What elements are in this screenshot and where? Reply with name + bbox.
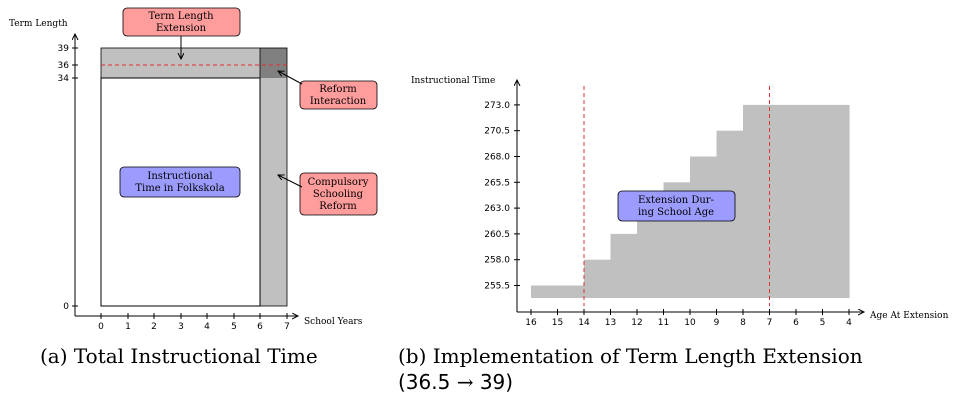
svg-text:Extension Dur-: Extension Dur- bbox=[638, 195, 714, 206]
y-tick: 36 bbox=[58, 61, 70, 71]
svg-text:Time in Folkskola: Time in Folkskola bbox=[135, 183, 224, 194]
y-tick-label: 260.5 bbox=[484, 230, 510, 240]
x-tick: 1 bbox=[125, 322, 131, 332]
term-extension-band bbox=[101, 48, 287, 78]
x-tick-label: 12 bbox=[631, 318, 642, 328]
svg-text:Schooling: Schooling bbox=[313, 189, 364, 200]
svg-text:Reform: Reform bbox=[319, 84, 357, 95]
x-tick: 6 bbox=[257, 322, 263, 332]
y-tick-label: 270.5 bbox=[484, 127, 510, 137]
x-tick: 7 bbox=[284, 322, 290, 332]
step-bar bbox=[584, 259, 612, 298]
svg-text:Compulsory: Compulsory bbox=[308, 177, 369, 188]
x-tick: 4 bbox=[204, 322, 210, 332]
y-tick-label: 258.0 bbox=[484, 256, 510, 266]
step-bar bbox=[796, 104, 824, 299]
caption-b-line2: (36.5 → 39) bbox=[398, 370, 514, 394]
svg-text:ing School Age: ing School Age bbox=[638, 207, 714, 218]
panel-b: 255.5 258.0 260.5 263.0 265.5 268.0 270.5 273.0… bbox=[411, 76, 949, 328]
instructional-time-box: Instructional Time in Folkskola bbox=[119, 166, 241, 198]
step-bar bbox=[557, 285, 585, 298]
step-bar bbox=[637, 208, 665, 298]
x-axis-label: Age At Extension bbox=[869, 311, 949, 321]
x-tick-label: 4 bbox=[846, 318, 852, 328]
x-tick: 2 bbox=[151, 322, 157, 332]
svg-text:Term Length: Term Length bbox=[148, 11, 214, 22]
x-tick-label: 10 bbox=[684, 318, 696, 328]
y-tick: 0 bbox=[63, 302, 69, 312]
x-tick-label: 8 bbox=[740, 318, 746, 328]
x-tick-label: 7 bbox=[767, 318, 773, 328]
step-bar bbox=[822, 104, 850, 299]
x-tick-label: 5 bbox=[820, 318, 826, 328]
x-ticks: 0 1 2 3 4 5 6 7 bbox=[98, 313, 290, 332]
y-ticks: 39 36 34 0 bbox=[58, 44, 78, 312]
step-bar bbox=[690, 156, 718, 298]
x-tick-label: 9 bbox=[714, 318, 720, 328]
y-tick-label: 255.5 bbox=[484, 282, 510, 292]
svg-text:Reform: Reform bbox=[319, 201, 357, 212]
y-tick: 34 bbox=[58, 74, 70, 84]
y-axis-label: Instructional Time bbox=[411, 76, 495, 86]
x-tick-label: 13 bbox=[605, 318, 616, 328]
svg-text:Instructional: Instructional bbox=[147, 171, 212, 182]
y-tick-labels: 255.5 258.0 260.5 263.0 265.5 268.0 270.5 273.0 bbox=[484, 101, 520, 292]
term-length-extension-box: Term Length Extension bbox=[122, 7, 241, 59]
caption-a: (a) Total Instructional Time bbox=[40, 344, 318, 368]
x-tick-label: 15 bbox=[552, 318, 563, 328]
x-tick-label: 6 bbox=[793, 318, 799, 328]
x-tick-label: 16 bbox=[525, 318, 537, 328]
panel-a: Term Length School Years 39 36 34 0 0 1 … bbox=[9, 7, 378, 332]
svg-text:Interaction: Interaction bbox=[310, 96, 367, 107]
y-tick: 39 bbox=[58, 44, 70, 54]
step-bar bbox=[743, 104, 771, 299]
step-bar bbox=[531, 285, 559, 298]
outer-outline bbox=[100, 47, 288, 307]
y-tick-label: 273.0 bbox=[484, 101, 510, 111]
y-axis-label: Term Length bbox=[9, 19, 68, 29]
x-tick-labels: 16 15 14 13 12 11 10 9 8 7 6 5 4 bbox=[525, 309, 852, 328]
x-axis-label: School Years bbox=[304, 317, 363, 327]
y-tick-label: 265.5 bbox=[484, 178, 510, 188]
step-bar bbox=[769, 104, 797, 299]
reform-interaction-box: Reform Interaction bbox=[278, 71, 378, 110]
caption-b-line1: (b) Implementation of Term Length Extens… bbox=[398, 344, 863, 368]
x-tick: 0 bbox=[98, 322, 104, 332]
x-tick: 3 bbox=[178, 322, 184, 332]
x-tick-label: 11 bbox=[658, 318, 669, 328]
svg-text:Extension: Extension bbox=[156, 23, 207, 34]
x-tick: 5 bbox=[231, 322, 237, 332]
compulsory-schooling-box: Compulsory Schooling Reform bbox=[278, 172, 378, 216]
x-tick-label: 14 bbox=[578, 318, 590, 328]
y-tick-label: 263.0 bbox=[484, 204, 510, 214]
step-bar bbox=[610, 233, 638, 298]
y-tick-label: 268.0 bbox=[484, 153, 510, 163]
extension-school-age-box: Extension Dur- ing School Age bbox=[617, 190, 736, 222]
